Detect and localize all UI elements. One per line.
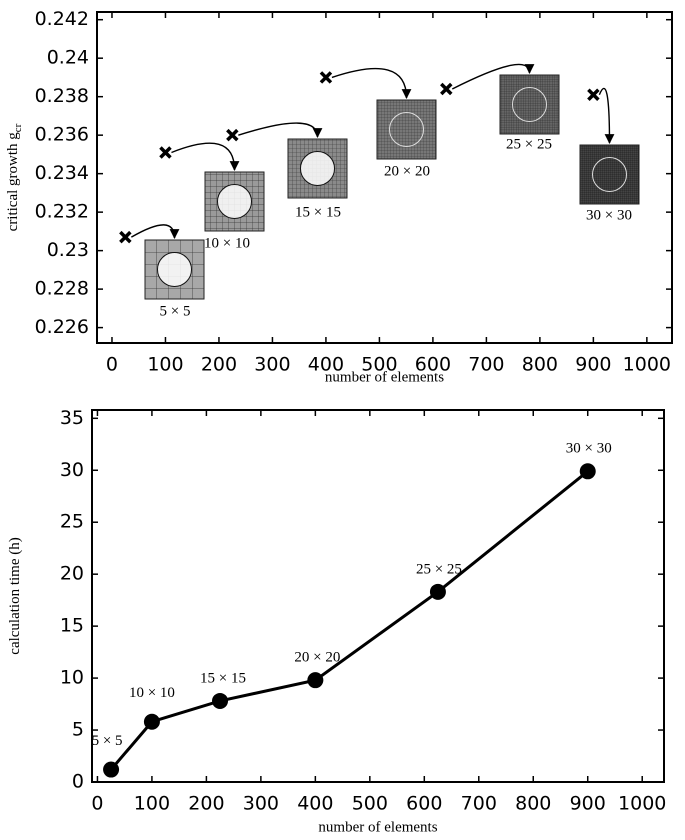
mesh-label: 15 × 15 xyxy=(295,204,341,220)
point xyxy=(579,463,596,480)
point-label: 20 × 20 xyxy=(294,650,340,666)
point-marker xyxy=(226,128,239,142)
x-tick-label: 300 xyxy=(254,354,290,376)
mesh-label: 10 × 10 xyxy=(204,235,250,251)
point-marker xyxy=(440,82,453,96)
point-label: 25 × 25 xyxy=(416,561,462,577)
mesh-hole xyxy=(512,87,547,122)
x-tick-label: 600 xyxy=(406,793,442,815)
point-label: 10 × 10 xyxy=(129,685,175,701)
x-tick-label: 100 xyxy=(134,793,170,815)
y-tick-label: 0.236 xyxy=(35,124,89,146)
y-tick-label: 35 xyxy=(60,407,84,429)
y-tick-label: 0.242 xyxy=(35,8,89,30)
arrow xyxy=(171,142,240,171)
mesh-hole xyxy=(217,184,252,219)
y-tick-label: 5 xyxy=(72,719,84,741)
y-axis-label-subscript: cr xyxy=(12,123,24,132)
mesh-hole xyxy=(389,112,424,147)
x-tick-label: 300 xyxy=(243,793,279,815)
mesh-icon xyxy=(499,74,560,135)
y-tick-label: 0.24 xyxy=(47,47,89,69)
x-tick-label: 100 xyxy=(147,354,183,376)
point-label: 30 × 30 xyxy=(566,441,612,457)
x-tick-label: 200 xyxy=(201,354,237,376)
x-tick-label: 1000 xyxy=(618,793,666,815)
x-tick-label: 400 xyxy=(308,354,344,376)
x-tick-label: 900 xyxy=(570,793,606,815)
x-tick-label: 0 xyxy=(106,354,118,376)
y-tick-label: 0.228 xyxy=(35,278,89,300)
y-axis-label-text: critical growth g xyxy=(5,132,21,232)
point-marker xyxy=(159,146,172,159)
x-axis-label: number of elements xyxy=(325,369,444,385)
y-tick-label: 10 xyxy=(60,667,84,689)
y-tick-label: 0.234 xyxy=(35,162,89,184)
point-marker xyxy=(587,88,600,101)
mesh-label: 5 × 5 xyxy=(160,303,191,319)
y-axis-label: calculation time (h) xyxy=(7,537,23,654)
mesh-hole xyxy=(592,157,627,192)
mesh-hole xyxy=(300,151,335,186)
x-tick-label: 400 xyxy=(297,793,333,815)
arrow xyxy=(238,122,323,138)
y-tick-label: 0.232 xyxy=(35,201,89,223)
x-tick-label: 500 xyxy=(352,793,388,815)
x-tick-label: 500 xyxy=(361,354,397,376)
y-axis-label-text: calculation time (h) xyxy=(7,537,23,654)
point xyxy=(103,761,120,778)
x-tick-label: 700 xyxy=(468,354,504,376)
point-marker xyxy=(119,230,132,244)
mesh-icon xyxy=(376,99,437,160)
mesh-hole xyxy=(157,252,192,287)
point xyxy=(212,692,229,709)
arrow xyxy=(331,67,412,99)
x-tick-label: 1000 xyxy=(623,354,671,376)
point xyxy=(429,583,446,600)
x-tick-label: 800 xyxy=(522,354,558,376)
y-tick-label: 25 xyxy=(60,511,84,533)
x-tick-label: 600 xyxy=(415,354,451,376)
point-label: 5 × 5 xyxy=(92,733,123,749)
x-tick-label: 0 xyxy=(91,793,103,815)
x-tick-label: 700 xyxy=(461,793,497,815)
x-tick-label: 200 xyxy=(188,793,224,815)
point-label: 15 × 15 xyxy=(200,670,246,686)
plot-frame xyxy=(96,11,673,344)
y-tick-label: 30 xyxy=(60,459,84,481)
x-tick-label: 900 xyxy=(575,354,611,376)
plot-frame xyxy=(91,409,665,783)
point xyxy=(143,713,160,730)
mesh-label: 25 × 25 xyxy=(506,136,552,152)
x-tick-label: 800 xyxy=(515,793,551,815)
arrow xyxy=(130,224,180,239)
mesh-label: 20 × 20 xyxy=(384,163,430,179)
point-marker xyxy=(319,71,333,84)
y-tick-label: 15 xyxy=(60,615,84,637)
y-tick-label: 20 xyxy=(60,563,84,585)
y-axis-label: critical growth gcr xyxy=(5,123,23,231)
y-tick-label: 0.23 xyxy=(47,239,89,261)
point xyxy=(307,672,324,689)
mesh-label: 30 × 30 xyxy=(586,207,632,223)
y-tick-label: 0.226 xyxy=(35,316,89,338)
arrow xyxy=(598,87,615,144)
line xyxy=(109,470,589,771)
y-tick-label: 0.238 xyxy=(35,85,89,107)
x-axis-label: number of elements xyxy=(318,819,437,835)
mesh-icon xyxy=(579,144,640,205)
arrow xyxy=(451,63,535,90)
y-tick-label: 0 xyxy=(72,771,84,793)
